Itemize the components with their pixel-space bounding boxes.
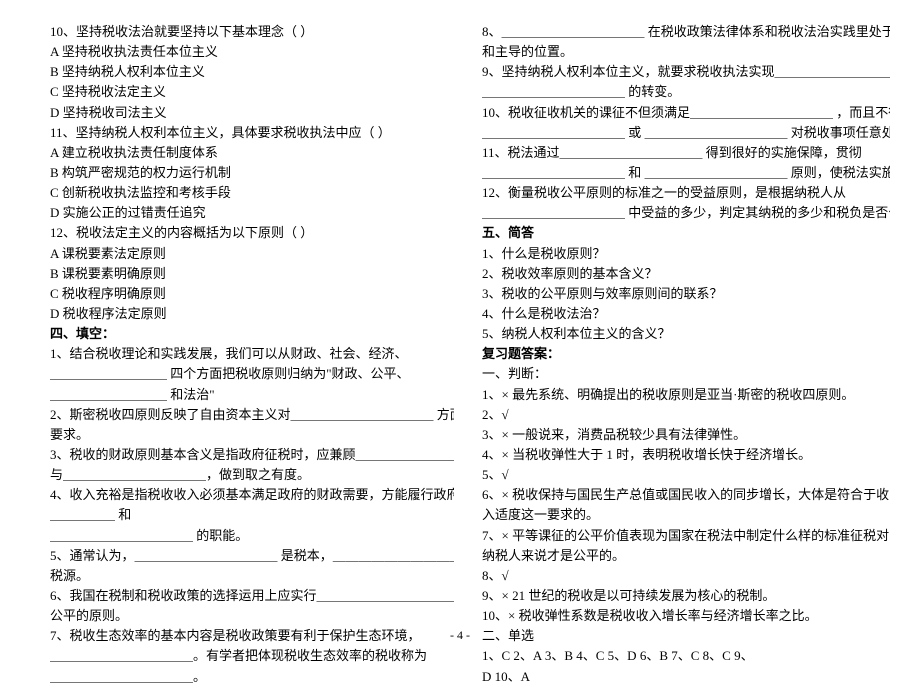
fill-10b: ＿＿＿＿＿＿＿＿＿＿＿ 或 ＿＿＿＿＿＿＿＿＿＿＿ 对税收事项任意处理。 (482, 123, 890, 143)
q12-stem: 12、税收法定主义的内容概括为以下原则（ ） (50, 223, 454, 243)
short-3: 3、税收的公平原则与效率原则间的联系？ (482, 284, 890, 304)
q11-d: D 实施公正的过错责任追究 (50, 203, 454, 223)
page-number: - 4 - (0, 626, 920, 645)
document-page: 10、坚持税收法治就要坚持以下基本理念（ ） A 坚持税收执法责任本位主义 B … (0, 0, 920, 697)
q11-b: B 构筑严密规范的权力运行机制 (50, 163, 454, 183)
ans-7a: 7、× 平等课征的公平价值表现为国家在税法中制定什么样的标准征税对 (482, 526, 890, 546)
q11-a: A 建立税收执法责任制度体系 (50, 143, 454, 163)
fill-4c: ＿＿＿＿＿＿＿＿＿＿＿ 的职能。 (50, 526, 454, 546)
ans-2: 2、√ (482, 405, 890, 425)
fill-4b: ＿＿＿＿＿ 和 (50, 505, 454, 525)
fill-10a: 10、税收征收机关的课征不但须满足＿＿＿＿＿＿＿＿＿＿＿ ，而且不得 (482, 103, 890, 123)
fill-1b: ＿＿＿＿＿＿＿＿＿ 四个方面把税收原则归纳为"财政、公平、 (50, 364, 454, 384)
fill-5a: 5、通常认为，＿＿＿＿＿＿＿＿＿＿＿ 是税本，＿＿＿＿＿＿＿＿＿＿＿＿＿＿ 是 (50, 546, 454, 566)
fill-9b: ＿＿＿＿＿＿＿＿＿＿＿ 的转变。 (482, 82, 890, 102)
q10-a: A 坚持税收执法责任本位主义 (50, 42, 454, 62)
ans-5: 5、√ (482, 465, 890, 485)
ans-6b: 入适度这一要求的。 (482, 505, 890, 525)
q12-c: C 税收程序明确原则 (50, 284, 454, 304)
section-4-title: 四、填空： (50, 324, 454, 344)
fill-9a: 9、坚持纳税人权利本位主义，就要求税收执法实现＿＿＿＿＿＿＿＿＿＿＿ 向 (482, 62, 890, 82)
fill-8a: 8、＿＿＿＿＿＿＿＿＿＿＿ 在税收政策法律体系和税收法治实践里处于核心 (482, 22, 890, 42)
fill-1a: 1、结合税收理论和实践发展，我们可以从财政、社会、经济、 (50, 344, 454, 364)
ans-9: 9、× 21 世纪的税收是以可持续发展为核心的税制。 (482, 586, 890, 606)
ans-6a: 6、× 税收保持与国民生产总值或国民收入的同步增长，大体是符合于收 (482, 485, 890, 505)
q10-b: B 坚持纳税人权利本位主义 (50, 62, 454, 82)
fill-4a: 4、收入充裕是指税收收入必须基本满足政府的财政需要，方能履行政府＿ (50, 485, 454, 505)
short-4: 4、什么是税收法治？ (482, 304, 890, 324)
ans-3: 3、× 一般说来，消费品税较少具有法律弹性。 (482, 425, 890, 445)
dx-2: D 10、A (482, 667, 890, 687)
left-column: 10、坚持税收法治就要坚持以下基本理念（ ） A 坚持税收执法责任本位主义 B … (50, 22, 470, 687)
q10-stem: 10、坚持税收法治就要坚持以下基本理念（ ） (50, 22, 454, 42)
q12-a: A 课税要素法定原则 (50, 244, 454, 264)
ans-10: 10、× 税收弹性系数是税收收入增长率与经济增长率之比。 (482, 606, 890, 626)
fill-6b: 公平的原则。 (50, 606, 454, 626)
q12-b: B 课税要素明确原则 (50, 264, 454, 284)
fill-11b: ＿＿＿＿＿＿＿＿＿＿＿ 和 ＿＿＿＿＿＿＿＿＿＿＿ 原则，使税法实施有坚强的后盾… (482, 163, 890, 183)
fill-3a: 3、税收的财政原则基本含义是指政府征税时，应兼顾＿＿＿＿＿＿＿＿＿＿＿ (50, 445, 454, 465)
fill-2a: 2、斯密税收四原则反映了自由资本主义对＿＿＿＿＿＿＿＿＿＿＿ 方面的基本 (50, 405, 454, 425)
right-column: 8、＿＿＿＿＿＿＿＿＿＿＿ 在税收政策法律体系和税收法治实践里处于核心 和主导的… (470, 22, 890, 687)
q12-d: D 税收程序法定原则 (50, 304, 454, 324)
answers-judge-title: 一、判断： (482, 364, 890, 384)
fill-6a: 6、我国在税制和税收政策的选择运用上应实行＿＿＿＿＿＿＿＿＿＿＿、兼顾 (50, 586, 454, 606)
fill-1c: ＿＿＿＿＿＿＿＿＿ 和法治" (50, 385, 454, 405)
ans-1: 1、× 最先系统、明确提出的税收原则是亚当·斯密的税收四原则。 (482, 385, 890, 405)
fill-5b: 税源。 (50, 566, 454, 586)
fill-12b: ＿＿＿＿＿＿＿＿＿＿＿ 中受益的多少，判定其纳税的多少和税负是否公平。 (482, 203, 890, 223)
short-1: 1、什么是税收原则？ (482, 244, 890, 264)
fill-8b: 和主导的位置。 (482, 42, 890, 62)
dx-1: 1、C 2、A 3、B 4、C 5、D 6、B 7、C 8、C 9、 (482, 646, 890, 666)
q10-c: C 坚持税收法定主义 (50, 82, 454, 102)
fill-2b: 要求。 (50, 425, 454, 445)
q11-stem: 11、坚持纳税人权利本位主义，具体要求税收执法中应（ ） (50, 123, 454, 143)
fill-7c: ＿＿＿＿＿＿＿＿＿＿＿。 (50, 667, 454, 687)
ans-7b: 纳税人来说才是公平的。 (482, 546, 890, 566)
section-5-title: 五、简答 (482, 223, 890, 243)
answers-title: 复习题答案： (482, 344, 890, 364)
short-2: 2、税收效率原则的基本含义？ (482, 264, 890, 284)
ans-4: 4、× 当税收弹性大于 1 时，表明税收增长快于经济增长。 (482, 445, 890, 465)
ans-8: 8、√ (482, 566, 890, 586)
fill-7b: ＿＿＿＿＿＿＿＿＿＿＿。有学者把体现税收生态效率的税收称为 (50, 646, 454, 666)
q11-c: C 创新税收执法监控和考核手段 (50, 183, 454, 203)
short-5: 5、纳税人权利本位主义的含义？ (482, 324, 890, 344)
q10-d: D 坚持税收司法主义 (50, 103, 454, 123)
fill-11a: 11、税法通过＿＿＿＿＿＿＿＿＿＿＿ 得到很好的实施保障，贯彻 (482, 143, 890, 163)
fill-3b: 与＿＿＿＿＿＿＿＿＿＿＿，做到取之有度。 (50, 465, 454, 485)
fill-12a: 12、衡量税收公平原则的标准之一的受益原则，是根据纳税人从 (482, 183, 890, 203)
